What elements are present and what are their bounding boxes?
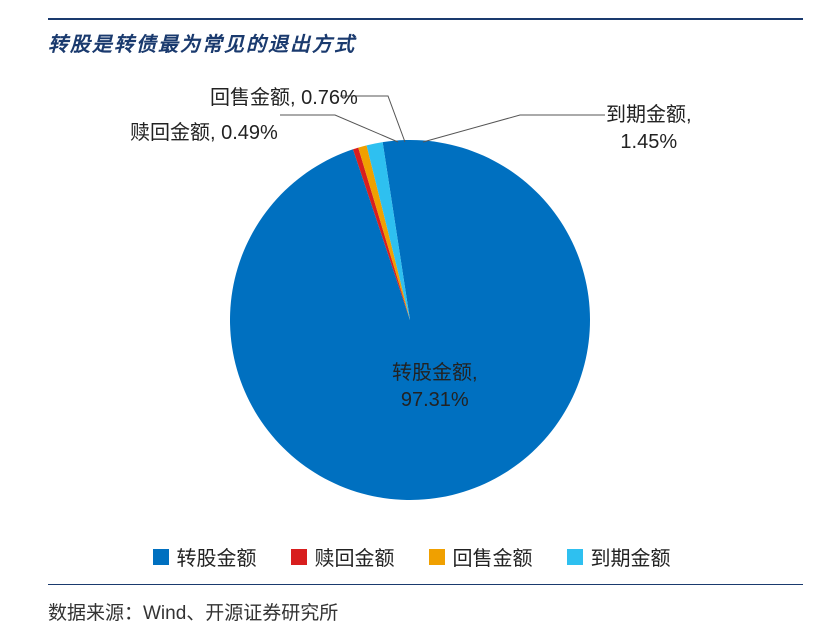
divider [48,584,803,585]
pie-svg [230,140,590,500]
callout-赎回金额: 赎回金额, 0.49% [130,120,278,147]
callout-回售金额: 回售金额, 0.76% [210,85,358,112]
legend-label: 回售金额 [453,542,533,571]
legend-item-赎回金额: 赎回金额 [291,542,395,571]
pie-chart: 转股金额,97.31% 赎回金额, 0.49% 回售金额, 0.76% 到期金额,1.… [0,60,823,520]
legend-item-转股金额: 转股金额 [153,542,257,571]
leader-line [280,115,398,142]
callout-转股金额: 转股金额,97.31% [392,360,478,414]
source-text: 数据来源：Wind、开源证券研究所 [48,598,338,625]
title-bar: 转股是转债最为常见的退出方式 [48,18,803,57]
legend-swatch [567,549,583,565]
legend-item-回售金额: 回售金额 [429,542,533,571]
legend-item-到期金额: 到期金额 [567,542,671,571]
legend-label: 到期金额 [591,542,671,571]
leader-line [423,115,605,142]
legend: 转股金额 赎回金额 回售金额 到期金额 [0,542,823,571]
legend-label: 转股金额 [177,542,257,571]
legend-swatch [153,549,169,565]
legend-swatch [429,549,445,565]
legend-label: 赎回金额 [315,542,395,571]
legend-swatch [291,549,307,565]
chart-title: 转股是转债最为常见的退出方式 [48,28,803,57]
callout-到期金额: 到期金额,1.45% [606,102,692,156]
